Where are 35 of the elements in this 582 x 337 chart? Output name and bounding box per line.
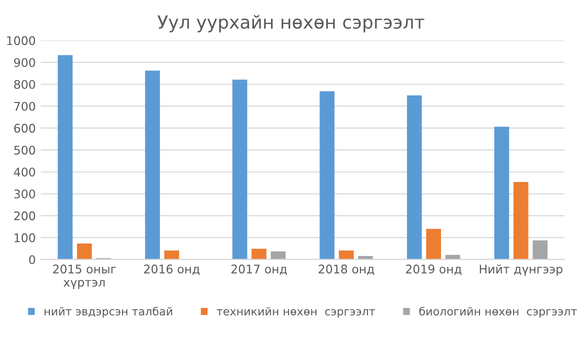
bar xyxy=(320,91,335,260)
chart-title: Уул уурхайн нөхөн сэргээлт xyxy=(157,14,424,32)
y-tick-label: 200 xyxy=(14,211,36,220)
y-tick-label: 400 xyxy=(14,168,36,177)
bar xyxy=(513,182,528,260)
bar xyxy=(252,248,266,260)
x-tick-label: 2015 оныг хүртэл xyxy=(53,264,116,289)
y-tick-label: 1000 xyxy=(7,36,36,46)
bar xyxy=(532,240,548,260)
bar xyxy=(232,80,248,260)
bar xyxy=(145,70,160,260)
y-tick-label: 800 xyxy=(14,80,36,89)
x-tick-label: 2017 онд xyxy=(231,264,287,275)
y-tick-label: 0 xyxy=(29,255,36,264)
x-tick-label: Нийт дүнгээр xyxy=(480,264,562,276)
bar xyxy=(338,250,354,260)
y-tick-label: 900 xyxy=(14,58,36,67)
bar xyxy=(164,250,180,260)
x-tick-label: 2016 онд xyxy=(144,264,200,275)
legend-label: техникийн нөхөн сэргээлт xyxy=(216,306,376,318)
y-tick-label: 300 xyxy=(14,190,36,198)
legend-label: биологийн нөхөн сэргээлт xyxy=(419,306,577,318)
x-tick-label: 2018 онд xyxy=(318,264,374,275)
x-tick-label: 2019 онд xyxy=(406,264,462,275)
y-tick-label: 100 xyxy=(14,233,36,242)
bar xyxy=(58,55,73,260)
legend-label: нийт эвдэрсэн талбай xyxy=(44,306,172,318)
bar xyxy=(76,244,92,260)
bar xyxy=(494,126,510,260)
y-tick-label: 700 xyxy=(14,102,36,111)
y-tick-label: 500 xyxy=(14,146,36,155)
y-tick-label: 600 xyxy=(14,124,36,133)
bar xyxy=(270,251,286,260)
bar xyxy=(406,95,422,260)
bar xyxy=(426,228,442,260)
